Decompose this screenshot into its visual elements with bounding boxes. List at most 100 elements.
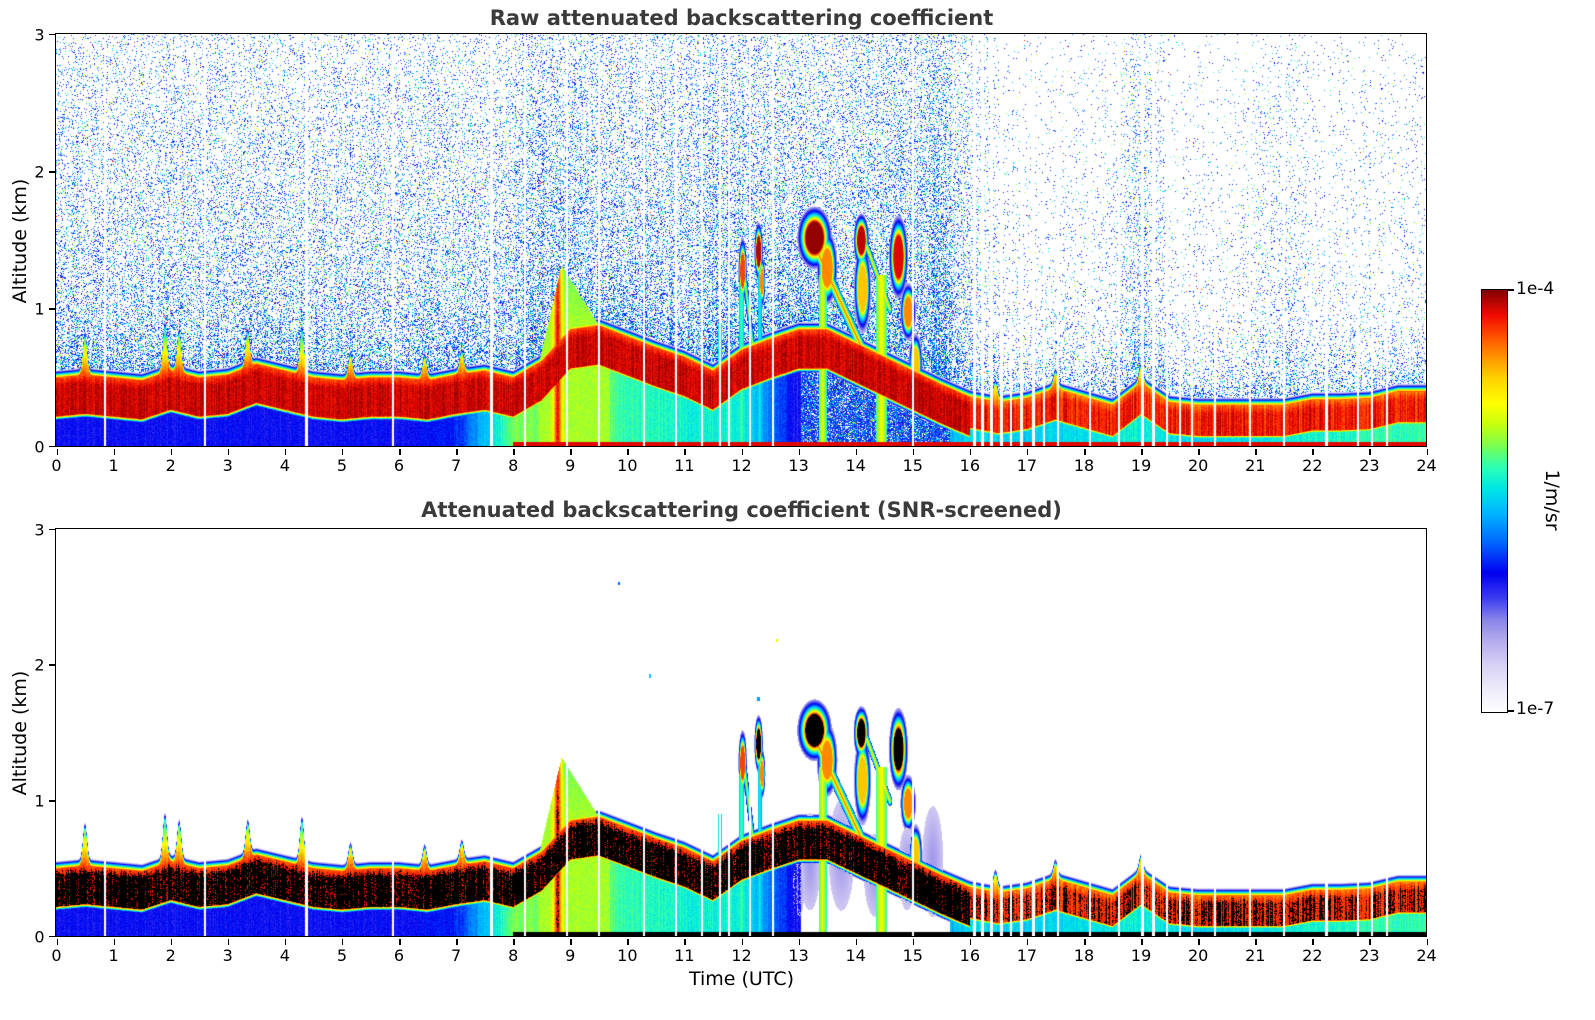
x-tick — [456, 448, 458, 455]
y-tick-label: 0 — [34, 437, 45, 456]
panel-raw-plot-area — [54, 32, 1427, 447]
x-tick — [56, 448, 58, 455]
x-tick-label: 5 — [336, 945, 347, 965]
x-tick — [627, 448, 629, 455]
x-tick-label: 3 — [222, 455, 233, 475]
x-tick-label: 15 — [902, 945, 923, 965]
x-tick-label: 10 — [617, 455, 638, 475]
x-tick-label: 16 — [959, 455, 981, 475]
x-tick-label: 21 — [1245, 945, 1266, 965]
x-tick — [284, 448, 287, 455]
x-tick — [1312, 938, 1314, 945]
x-tick — [113, 938, 116, 945]
x-tick — [1198, 448, 1200, 455]
y-tick-label: 0 — [34, 927, 45, 946]
x-tick — [570, 938, 572, 945]
panel-screened-ylabel: Altitude (km) — [9, 670, 31, 796]
y-tick — [48, 935, 55, 938]
panel-raw-title: Raw attenuated backscattering coefficien… — [489, 6, 994, 30]
x-tick-label: 11 — [674, 945, 695, 965]
x-tick — [798, 938, 801, 945]
x-tick — [1312, 448, 1314, 455]
x-tick-label: 2 — [165, 945, 176, 965]
colorbar — [1481, 289, 1508, 713]
x-tick-label: 18 — [1073, 455, 1095, 475]
x-tick-label: 16 — [959, 945, 981, 965]
panel-screened-title: Attenuated backscattering coefficient (S… — [421, 498, 1062, 522]
x-tick-label: 21 — [1245, 455, 1266, 475]
x-tick — [1255, 448, 1257, 455]
x-tick — [969, 938, 972, 945]
x-tick — [741, 938, 743, 945]
x-tick — [284, 938, 287, 945]
panel-raw-ylabel: Altitude (km) — [9, 178, 31, 303]
x-tick — [1026, 938, 1029, 945]
x-tick-label: 23 — [1359, 945, 1380, 965]
x-tick-label: 18 — [1073, 945, 1095, 965]
x-tick — [627, 938, 629, 945]
y-tick-label: 1 — [34, 299, 45, 319]
x-tick — [456, 938, 458, 945]
x-tick-label: 22 — [1302, 455, 1323, 475]
x-tick-label: 0 — [51, 945, 62, 965]
x-tick — [912, 938, 915, 945]
x-tick-label: 9 — [565, 945, 576, 965]
x-tick — [912, 448, 915, 455]
x-tick-label: 8 — [508, 945, 519, 965]
x-tick — [513, 938, 515, 945]
x-tick-label: 1 — [108, 455, 119, 475]
colorbar-unit-label: 1/m/sr — [1541, 469, 1563, 531]
x-tick-label: 3 — [222, 945, 233, 965]
x-tick-label: 24 — [1416, 945, 1437, 965]
x-tick-label: 14 — [845, 945, 866, 965]
x-tick — [1026, 448, 1029, 455]
colorbar-min-tick — [1508, 710, 1514, 712]
y-tick — [48, 800, 55, 802]
panel-screened-plot-area — [54, 527, 1427, 937]
panel-screened-heatmap-canvas — [55, 528, 1426, 936]
x-tick — [341, 938, 344, 945]
x-tick-label: 12 — [731, 455, 752, 475]
x-tick — [170, 938, 173, 945]
x-tick — [1084, 448, 1086, 455]
x-tick — [227, 448, 230, 455]
x-tick — [798, 448, 801, 455]
y-tick-label: 3 — [34, 25, 45, 44]
colorbar-min-label: 1e-7 — [1516, 699, 1555, 719]
y-tick — [48, 308, 55, 310]
x-tick — [227, 938, 230, 945]
y-tick — [48, 171, 55, 173]
x-tick-label: 20 — [1187, 455, 1209, 475]
y-tick-label: 3 — [34, 520, 45, 539]
x-tick-label: 13 — [788, 455, 809, 475]
x-tick-label: 15 — [902, 455, 923, 475]
x-tick-label: 22 — [1302, 945, 1323, 965]
x-tick-label: 19 — [1130, 455, 1152, 475]
x-tick — [684, 448, 686, 455]
x-tick — [113, 448, 116, 455]
x-tick-label: 17 — [1016, 945, 1038, 965]
x-tick-label: 7 — [450, 455, 462, 475]
x-tick — [399, 448, 401, 455]
x-tick-label: 6 — [393, 455, 405, 475]
x-tick-label: 20 — [1187, 945, 1209, 965]
x-tick-label: 0 — [51, 455, 62, 475]
colorbar-max-label: 1e-4 — [1516, 279, 1555, 299]
x-tick-label: 11 — [674, 455, 695, 475]
x-tick-label: 14 — [845, 455, 866, 475]
time-axis-label: Time (UTC) — [688, 968, 795, 990]
x-tick — [1426, 938, 1428, 945]
x-tick — [1084, 938, 1086, 945]
y-tick-label: 2 — [34, 162, 45, 182]
x-tick — [570, 448, 572, 455]
x-tick-label: 17 — [1016, 455, 1038, 475]
x-tick — [56, 938, 58, 945]
x-tick-label: 24 — [1416, 455, 1437, 475]
x-tick-label: 19 — [1130, 945, 1152, 965]
x-tick-label: 6 — [393, 945, 405, 965]
x-tick — [1141, 938, 1143, 945]
y-tick — [48, 664, 55, 666]
x-tick-label: 10 — [617, 945, 638, 965]
x-tick-label: 8 — [508, 455, 519, 475]
x-tick — [1426, 448, 1428, 455]
